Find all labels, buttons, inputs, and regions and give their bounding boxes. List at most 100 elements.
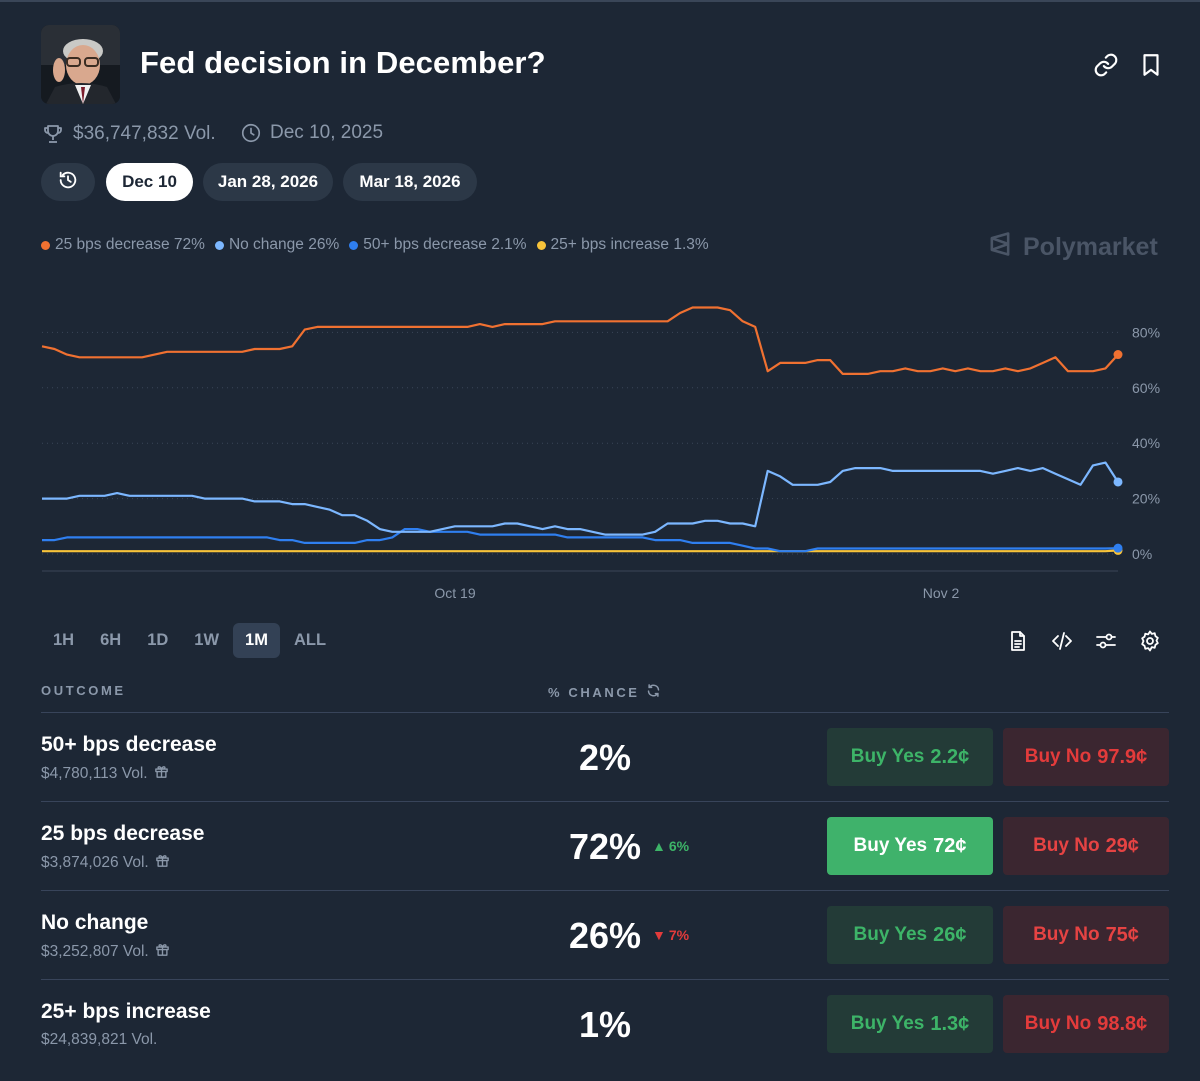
buy-no-button[interactable]: Buy No 97.9¢ (1003, 728, 1169, 786)
buy-no-button[interactable]: Buy No 75¢ (1003, 906, 1169, 964)
outcome-volume-text: $4,780,113 Vol. (41, 765, 148, 782)
buy-no-button[interactable]: Buy No 98.8¢ (1003, 995, 1169, 1053)
outcome-name: No change (41, 911, 149, 934)
outcome-name: 50+ bps decrease (41, 733, 217, 756)
row-divider (41, 979, 1169, 980)
history-button[interactable] (41, 163, 95, 201)
y-tick-label: 80% (1132, 324, 1160, 340)
buy-no-label: Buy No (1033, 924, 1100, 945)
chart-legend: 25 bps decrease 72% No change 26% 50+ bp… (41, 236, 709, 254)
sliders-icon[interactable] (1094, 629, 1118, 653)
range-6h[interactable]: 6H (100, 631, 122, 649)
buy-yes-button[interactable]: Buy Yes 2.2¢ (827, 728, 993, 786)
buy-yes-label: Buy Yes (853, 924, 928, 945)
chance-change-value: 6% (668, 838, 690, 854)
time-range-selector: 1H 6H 1D 1W 1M ALL (41, 623, 340, 658)
row-divider (41, 890, 1169, 891)
buy-no-price: 75¢ (1105, 923, 1139, 946)
end-date-meta: Dec 10, 2025 (240, 122, 383, 144)
range-1h[interactable]: 1H (53, 631, 75, 649)
range-all[interactable]: ALL (293, 631, 327, 649)
y-tick-label: 40% (1132, 435, 1160, 451)
outcome-chance: 26% (568, 915, 642, 956)
outcome-volume-text: $24,839,821 Vol. (41, 1031, 158, 1048)
buy-no-price: 29¢ (1105, 834, 1139, 857)
legend-item: 50+ bps decrease 2.1% (349, 236, 527, 254)
polymarket-watermark: Polymarket (986, 230, 1158, 265)
probability-chart[interactable]: 80% 60% 40% 20% 0% Oct 19 Nov 2 (0, 260, 1200, 610)
legend-dot (349, 240, 359, 250)
table-row: 25+ bps increase $24,839,821 Vol. 1% Buy… (0, 979, 1200, 1068)
buy-yes-label: Buy Yes (853, 835, 928, 856)
outcome-name: 25+ bps increase (41, 1000, 211, 1023)
buy-yes-label: Buy Yes (850, 1013, 925, 1034)
market-title: Fed decision in December? (140, 45, 546, 80)
y-tick-label: 60% (1132, 380, 1160, 396)
series-line (42, 549, 1119, 553)
table-row: 25 bps decrease $3,874,026 Vol. 72% ▲ 6%… (0, 801, 1200, 890)
buy-no-label: Buy No (1033, 835, 1100, 856)
range-1d[interactable]: 1D (147, 631, 169, 649)
outcome-volume-text: $3,874,026 Vol. (41, 854, 149, 871)
y-tick-label: 20% (1132, 491, 1160, 507)
gift-icon (155, 942, 170, 962)
row-divider (41, 801, 1169, 802)
gift-icon (154, 764, 169, 784)
chance-header-label: % CHANCE (548, 684, 640, 700)
outcome-volume: $24,839,821 Vol. (41, 1031, 157, 1049)
series-endpoint (1113, 350, 1123, 360)
buy-yes-price: 1.3¢ (930, 1012, 970, 1035)
legend-label: 50+ bps decrease 2.1% (363, 236, 527, 253)
link-icon[interactable] (1093, 52, 1119, 78)
chance-column-header: % CHANCE (548, 683, 661, 701)
legend-label: No change 26% (228, 236, 340, 253)
range-1m[interactable]: 1M (233, 623, 280, 658)
buy-yes-button[interactable]: Buy Yes 26¢ (827, 906, 993, 964)
date-tab-mar-18[interactable]: Mar 18, 2026 (343, 163, 477, 201)
range-1w[interactable]: 1W (194, 631, 220, 649)
outcome-column-header: OUTCOME (41, 683, 126, 698)
outcome-volume-text: $3,252,807 Vol. (41, 943, 149, 960)
x-tick-label: Nov 2 (923, 585, 960, 601)
buy-no-button[interactable]: Buy No 29¢ (1003, 817, 1169, 875)
buy-yes-button[interactable]: Buy Yes 72¢ (827, 817, 993, 875)
refresh-icon[interactable] (646, 683, 661, 701)
series-line (42, 528, 1119, 553)
legend-dot (536, 240, 546, 250)
settings-gear-icon[interactable] (1138, 629, 1162, 653)
bookmark-icon[interactable] (1138, 52, 1164, 78)
buy-yes-label: Buy Yes (850, 746, 925, 767)
legend-label: 25+ bps increase 1.3% (550, 236, 709, 253)
date-tab-jan-28[interactable]: Jan 28, 2026 (203, 163, 333, 201)
end-date: Dec 10, 2025 (270, 122, 384, 143)
trophy-icon (41, 122, 65, 146)
buy-no-label: Buy No (1024, 746, 1092, 767)
buy-no-price: 97.9¢ (1097, 745, 1148, 768)
outcome-chance: 2% (578, 737, 632, 778)
market-image (41, 25, 120, 104)
chance-change-down: ▼ 7% (652, 927, 689, 943)
top-border (0, 0, 1200, 2)
series-line (41, 306, 1119, 376)
outcome-volume: $3,874,026 Vol. (41, 853, 170, 873)
buy-no-price: 98.8¢ (1097, 1012, 1148, 1035)
date-tab-dec-10[interactable]: Dec 10 (106, 163, 193, 201)
buy-yes-price: 2.2¢ (930, 745, 970, 768)
buy-yes-button[interactable]: Buy Yes 1.3¢ (827, 995, 993, 1053)
series-line (42, 461, 1119, 536)
buy-yes-price: 26¢ (933, 923, 967, 946)
legend-label: 25 bps decrease 72% (55, 236, 205, 253)
gift-icon (155, 853, 170, 873)
table-divider (41, 712, 1169, 713)
legend-item: 25 bps decrease 72% (41, 236, 205, 254)
embed-code-icon[interactable] (1050, 629, 1074, 653)
outcome-volume: $4,780,113 Vol. (41, 764, 169, 784)
total-volume: $36,747,832 Vol. (73, 123, 216, 144)
legend-dot (214, 240, 224, 250)
triangle-down-icon: ▼ (652, 927, 666, 943)
chance-change-up: ▲ 6% (652, 838, 689, 854)
outcome-name: 25 bps decrease (41, 822, 205, 845)
series-endpoint (1113, 477, 1123, 487)
polymarket-logo-icon (986, 230, 1014, 265)
document-icon[interactable] (1006, 629, 1030, 653)
